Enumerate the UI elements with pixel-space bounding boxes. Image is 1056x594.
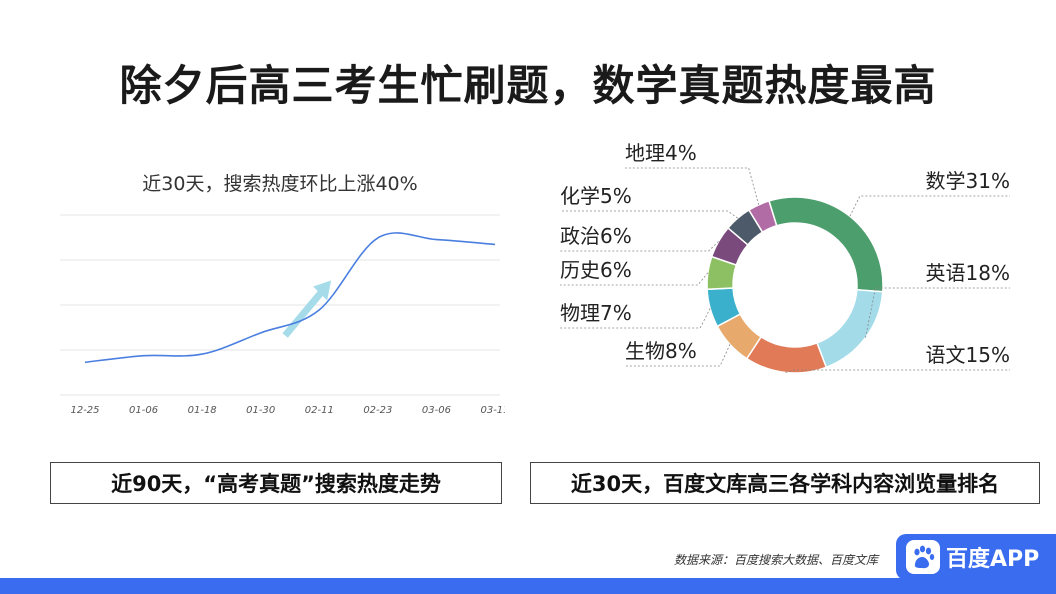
x-tick-label: 02-11 [305, 405, 334, 416]
slice-label: 物理7% [560, 301, 632, 325]
logo-text: 百度APP [946, 547, 1040, 572]
x-tick-label: 02-23 [363, 405, 392, 416]
line-chart-caption: 近90天，“高考真题”搜索热度走势 [50, 462, 502, 504]
donut-chart: 数学31% 英语18% 语文15% 生物8% 物理7% 历史6% 政治6% 化学5% 地理4% [560, 141, 1010, 374]
bottom-bar [0, 578, 1056, 594]
baidu-paw-icon [906, 540, 940, 574]
donut-slice [768, 196, 884, 293]
leader-line [560, 272, 709, 286]
line-chart-title: 近30天，搜索热度环比上涨40% [142, 173, 417, 195]
slice-label: 语文15% [926, 343, 1010, 367]
leader-line [849, 195, 1010, 217]
donut-slice [747, 199, 778, 234]
slice-label: 数学31% [926, 169, 1010, 193]
x-tick-label: 01-30 [246, 405, 275, 416]
slice-label: 历史6% [560, 258, 632, 282]
slice-label: 政治6% [560, 224, 632, 248]
slice-label: 生物8% [625, 339, 697, 363]
x-tick-label: 03-11 [480, 405, 505, 416]
donut-slice [745, 335, 828, 374]
data-source-note: 数据来源：百度搜索大数据、百度文库 [673, 553, 878, 567]
x-tick-label: 01-06 [129, 405, 158, 416]
slice-label: 英语18% [926, 261, 1010, 285]
baidu-app-logo: 百度APP [896, 534, 1056, 580]
leader-line [625, 167, 760, 205]
x-tick-label: 03-06 [422, 405, 451, 416]
arrow-up-icon [282, 280, 332, 338]
line-chart: 近30天，搜索热度环比上涨40% 12-25 01-06 01-18 01-30 02-… [60, 173, 505, 416]
leader-line [865, 287, 1010, 338]
x-tick-label: 01-18 [188, 405, 217, 416]
x-tick-label: 12-25 [70, 405, 99, 416]
series-line [84, 232, 496, 364]
page-title: 除夕后高三考生忙刷题，数学真题热度最高 [119, 61, 937, 110]
slice-label: 化学5% [560, 184, 632, 208]
leader-line [785, 369, 1010, 373]
leader-line [560, 241, 719, 252]
leader-line [560, 210, 738, 219]
donut-chart-caption: 近30天，百度文库高三各学科内容浏览量排名 [530, 462, 1040, 504]
slice-label: 地理4% [625, 141, 697, 165]
